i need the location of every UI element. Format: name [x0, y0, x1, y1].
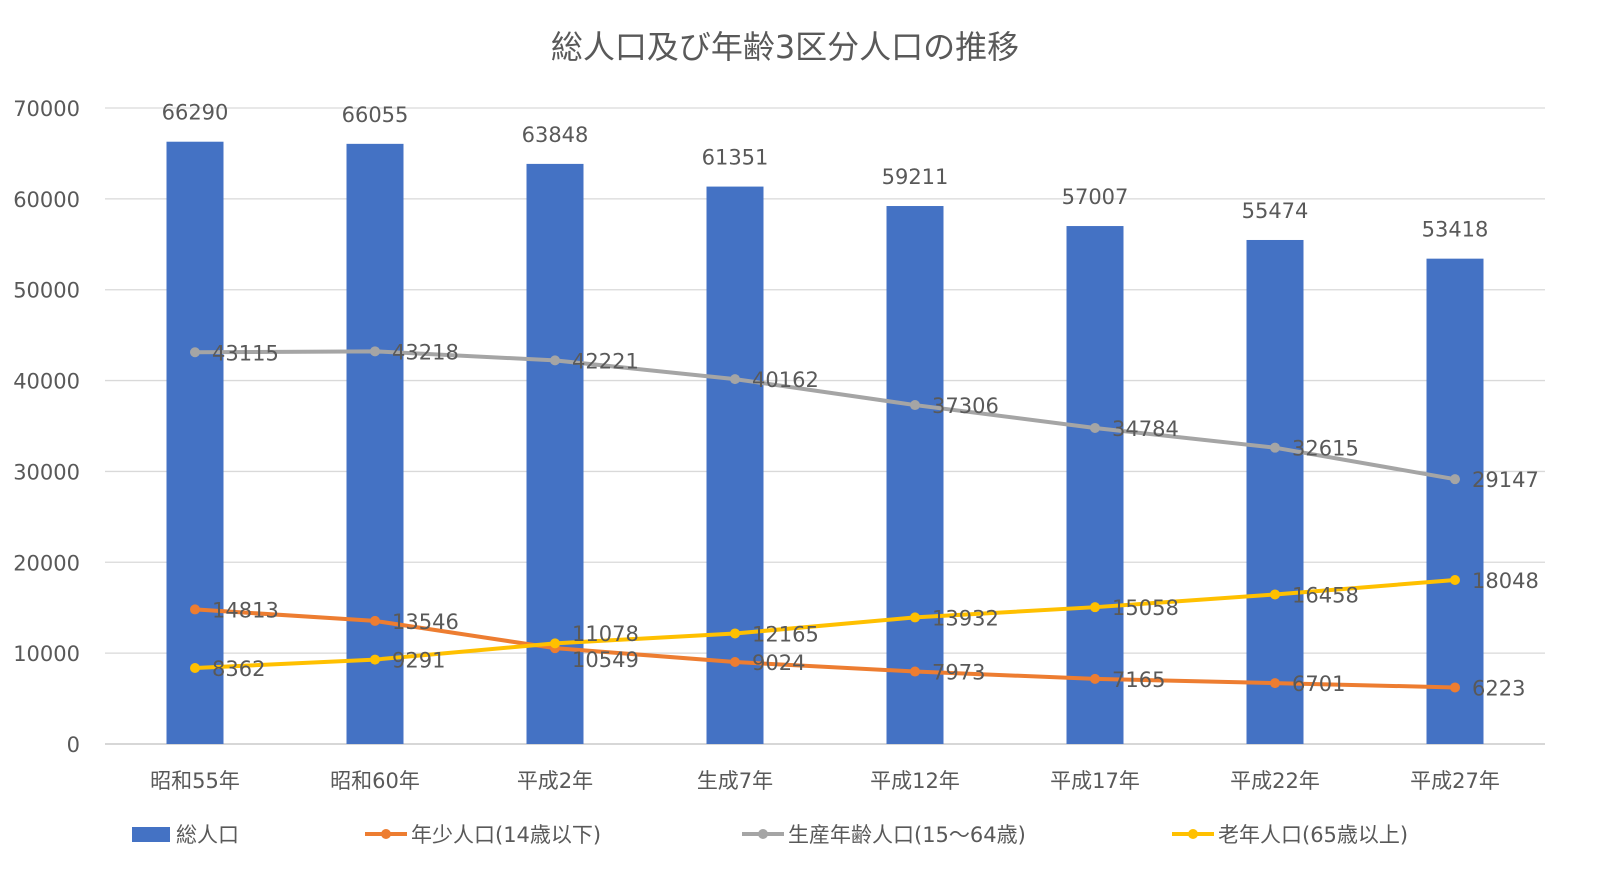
x-tick-label: 平成27年 [1410, 769, 1500, 793]
data-point [1090, 673, 1100, 684]
line-data-label: 6223 [1472, 676, 1525, 700]
data-point [1090, 422, 1100, 433]
data-point [190, 347, 200, 358]
series-line [194, 607, 1456, 690]
y-tick-label: 30000 [13, 460, 80, 484]
data-point [1270, 442, 1280, 453]
bar [1066, 226, 1124, 745]
y-axis: 0 10000 20000 30000 40000 50000 60000 70000 [13, 97, 80, 757]
line-data-label: 8362 [212, 657, 265, 681]
line-data-label: 13546 [392, 610, 459, 634]
data-point [1450, 575, 1460, 586]
line-data-label: 14813 [212, 598, 279, 622]
legend-label: 生産年齢人口(15～64歳) [788, 823, 1026, 847]
bar [886, 206, 944, 745]
line-data-label: 18048 [1472, 569, 1539, 593]
bar [346, 143, 404, 744]
data-point [1450, 682, 1460, 693]
line-data-label: 9024 [752, 651, 805, 675]
line-data-label: 7165 [1112, 668, 1165, 692]
data-point [190, 604, 200, 615]
data-point [190, 663, 200, 674]
data-point [730, 657, 740, 668]
line-data-label: 9291 [392, 649, 445, 673]
data-point [1450, 474, 1460, 485]
line-data-label: 16458 [1292, 583, 1359, 607]
bar-data-label: 61351 [702, 146, 769, 170]
line-data-label: 15058 [1112, 596, 1179, 620]
bar [706, 186, 764, 744]
data-point [910, 400, 920, 411]
data-labels: 66290 66055 63848 61351 59211 57007 55474 53418… [162, 101, 1539, 701]
line-data-label: 7973 [932, 661, 985, 685]
line-data-label: 42221 [572, 349, 639, 373]
series-line [194, 578, 1456, 671]
y-tick-label: 70000 [13, 97, 80, 121]
line-data-label: 6701 [1292, 672, 1345, 696]
legend-label: 年少人口(14歳以下) [411, 823, 601, 847]
data-point [910, 612, 920, 623]
data-point [1270, 678, 1280, 689]
x-tick-label: 昭和55年 [150, 769, 240, 793]
x-tick-label: 平成22年 [1230, 769, 1320, 793]
data-point [730, 374, 740, 385]
bar-data-label: 66055 [342, 103, 409, 127]
legend: 総人口 年少人口(14歳以下) 生産年齢人口(15～64歳) 老年人口(65歳以上) [132, 823, 1408, 847]
bar-data-label: 55474 [1242, 199, 1309, 223]
bar-data-label: 59211 [882, 165, 949, 189]
bar [1246, 239, 1304, 745]
data-point [730, 628, 740, 639]
bar [1426, 258, 1484, 744]
y-tick-label: 50000 [13, 279, 80, 303]
series-line [194, 349, 1456, 482]
data-point [370, 346, 380, 357]
y-tick-label: 0 [67, 733, 80, 757]
x-tick-label: 平成17年 [1050, 769, 1140, 793]
legend-swatch [132, 827, 170, 842]
gridlines [105, 107, 1545, 745]
data-point [1270, 589, 1280, 600]
y-tick-label: 40000 [13, 370, 80, 394]
bars [166, 141, 1484, 745]
y-tick-label: 10000 [13, 642, 80, 666]
legend-marker [758, 829, 768, 839]
line-data-label: 13932 [932, 606, 999, 630]
x-tick-label: 生成7年 [697, 769, 773, 793]
legend-label: 老年人口(65歳以上) [1218, 823, 1408, 847]
data-point [370, 615, 380, 626]
chart-title: 総人口及び年齢3区分人口の推移 [551, 28, 1019, 66]
line-data-label: 40162 [752, 368, 819, 392]
line-data-label: 11078 [572, 622, 639, 646]
data-point [1090, 602, 1100, 613]
line-data-label: 32615 [1292, 437, 1359, 461]
data-point [370, 654, 380, 665]
line-data-label: 34784 [1112, 417, 1179, 441]
bar-data-label: 57007 [1062, 185, 1129, 209]
x-tick-label: 平成2年 [517, 769, 593, 793]
bar-data-label: 63848 [522, 123, 589, 147]
x-tick-label: 昭和60年 [330, 769, 420, 793]
bar [166, 141, 224, 744]
legend-marker [1188, 829, 1198, 839]
line-data-label: 37306 [932, 394, 999, 418]
data-point [910, 666, 920, 677]
y-tick-label: 20000 [13, 551, 80, 575]
legend-label: 総人口 [176, 823, 239, 847]
bar-data-label: 66290 [162, 101, 229, 125]
y-tick-label: 60000 [13, 188, 80, 212]
data-point [550, 638, 560, 649]
data-point [550, 355, 560, 366]
line-data-label: 43218 [392, 340, 459, 364]
line-data-label: 43115 [212, 341, 279, 365]
x-axis: 昭和55年 昭和60年 平成2年 生成7年 平成12年 平成17年 平成22年 平成27年 [150, 769, 1500, 793]
bar-data-label: 53418 [1422, 218, 1489, 242]
line-data-label: 10549 [572, 648, 639, 672]
line-data-label: 12165 [752, 622, 819, 646]
line-data-label: 29147 [1472, 468, 1539, 492]
lines [190, 346, 1460, 693]
legend-marker [381, 829, 391, 839]
x-tick-label: 平成12年 [870, 769, 960, 793]
